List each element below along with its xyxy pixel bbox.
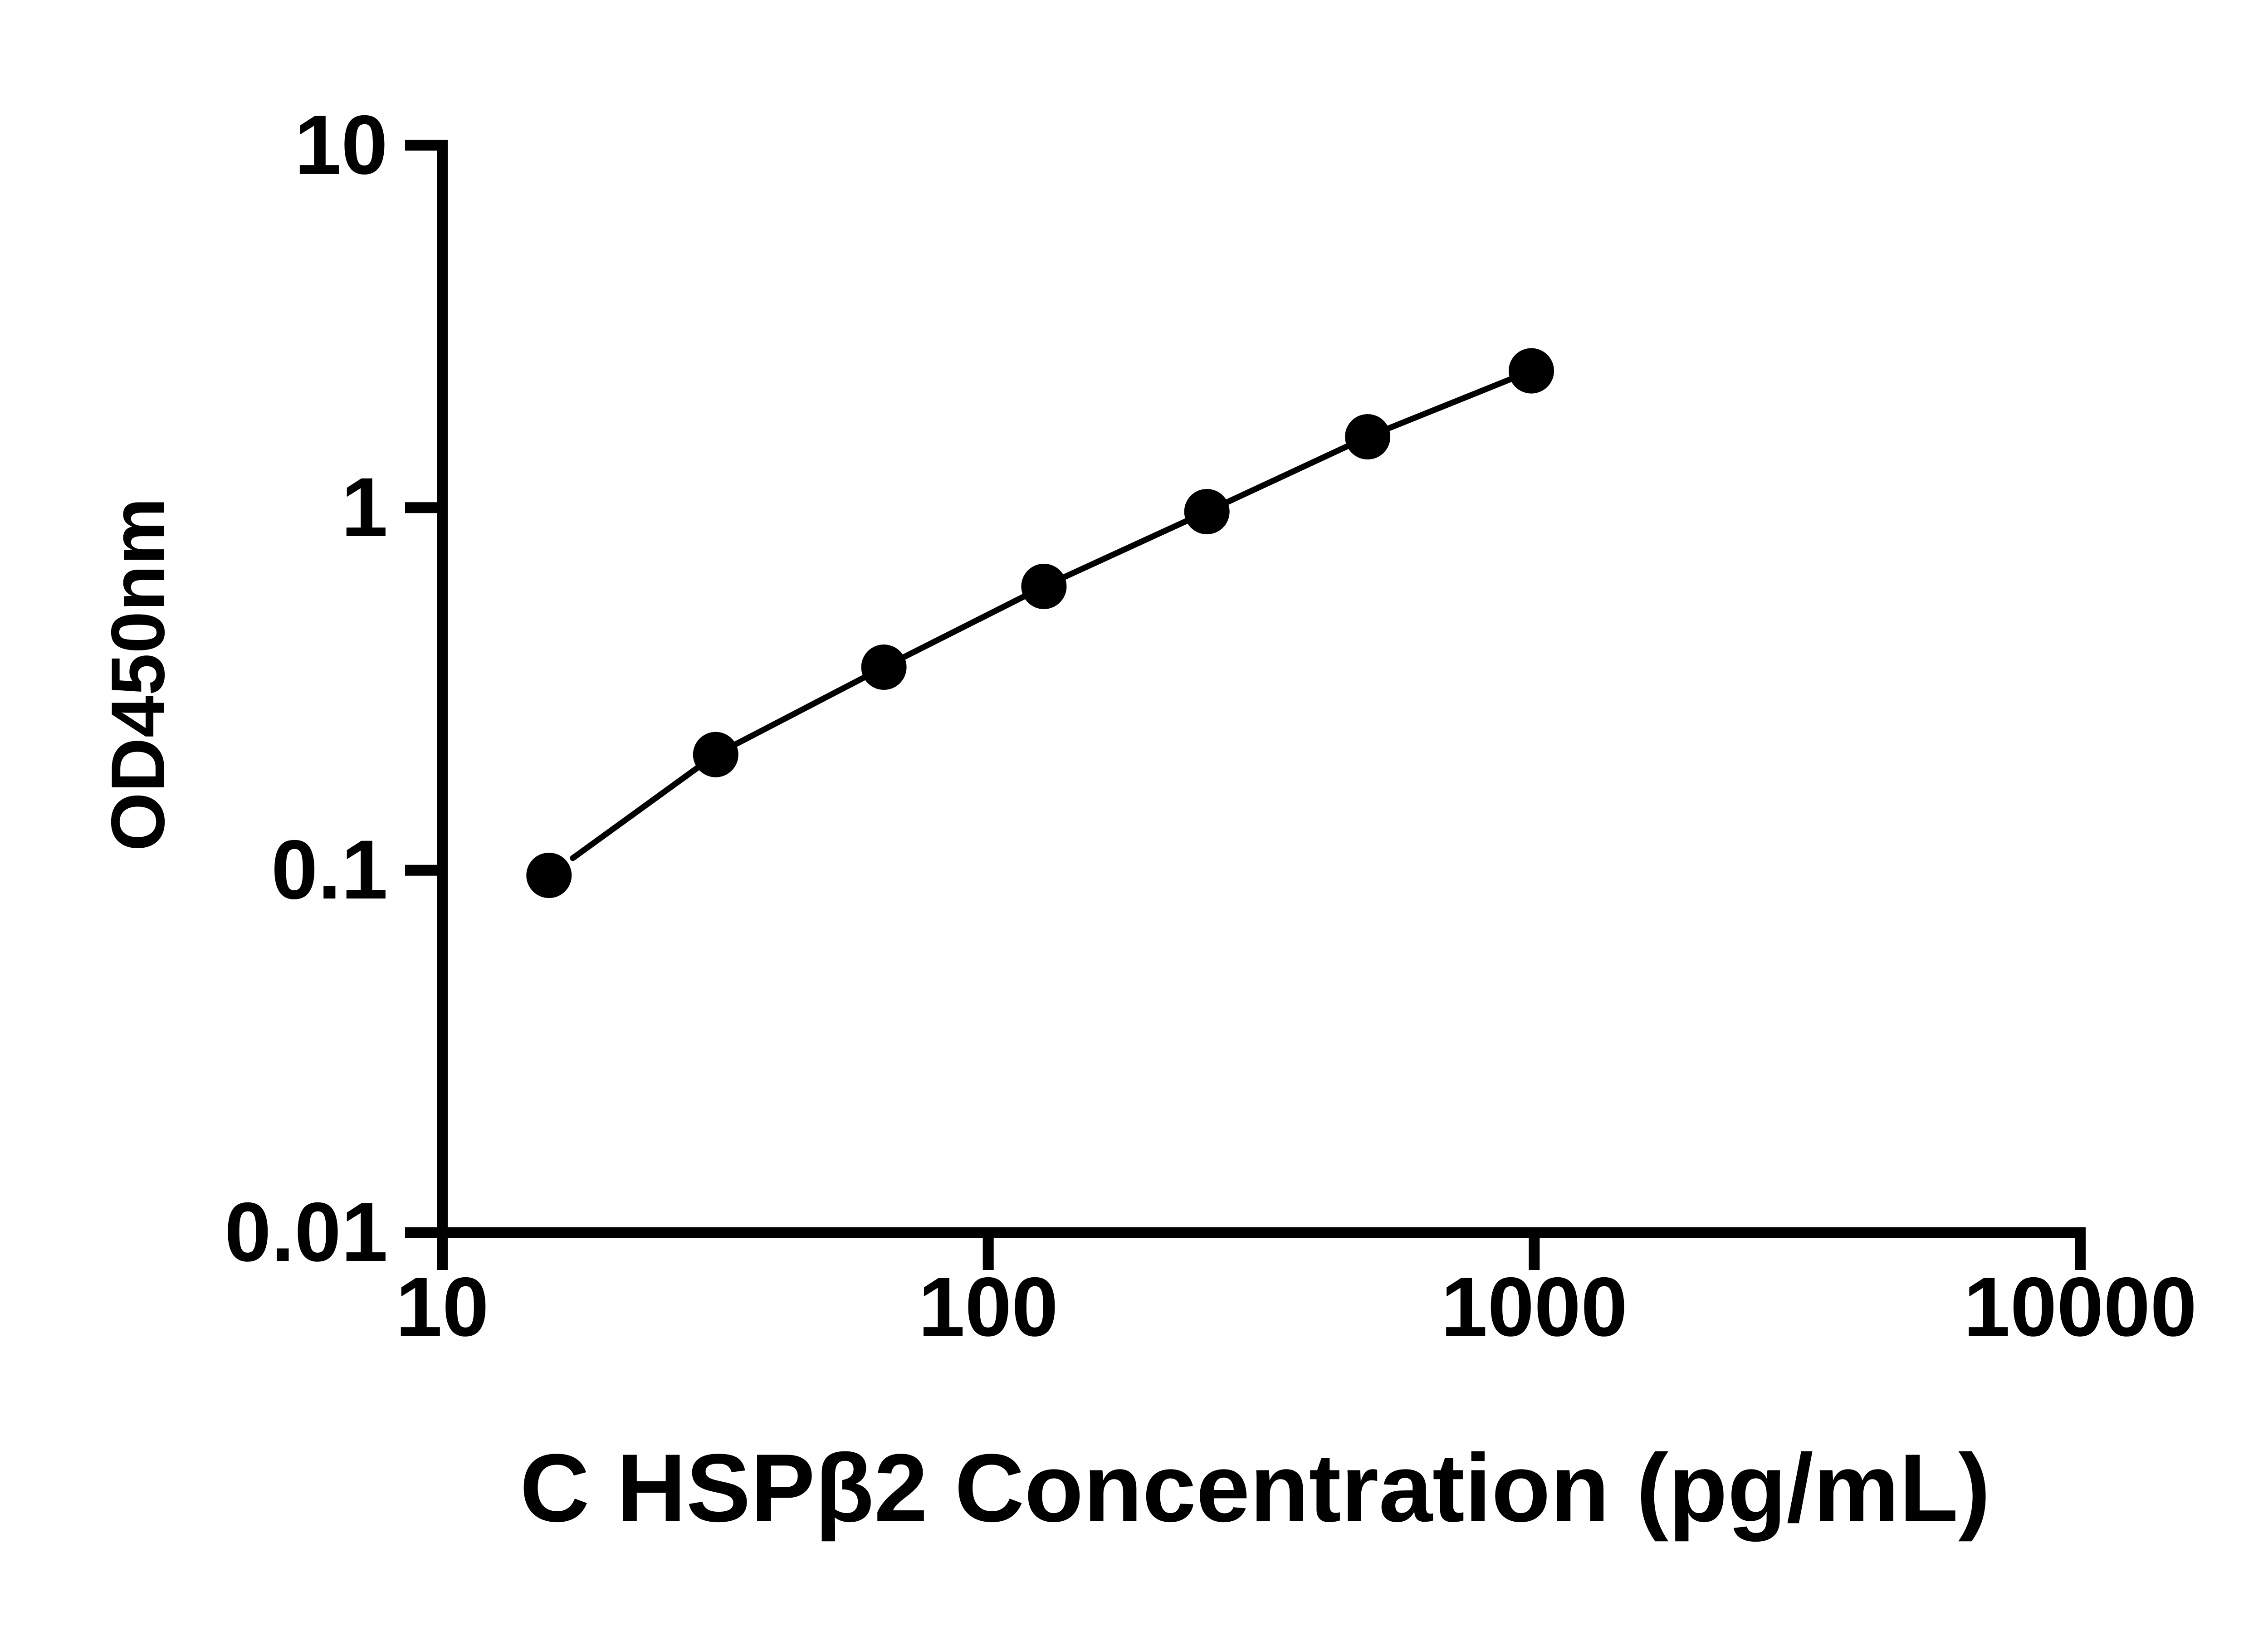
svg-text:10: 10: [294, 98, 388, 192]
svg-text:C HSPβ2 Concentration (pg/mL): C HSPβ2 Concentration (pg/mL): [520, 1434, 1990, 1542]
svg-text:10: 10: [396, 1260, 489, 1354]
svg-text:0.01: 0.01: [225, 1186, 388, 1279]
svg-text:0.1: 0.1: [271, 823, 388, 917]
svg-text:100: 100: [918, 1260, 1058, 1354]
svg-text:10000: 10000: [1964, 1260, 2197, 1354]
svg-text:1: 1: [341, 461, 388, 554]
svg-text:OD450nm: OD450nm: [96, 498, 181, 851]
svg-text:1000: 1000: [1441, 1260, 1628, 1354]
